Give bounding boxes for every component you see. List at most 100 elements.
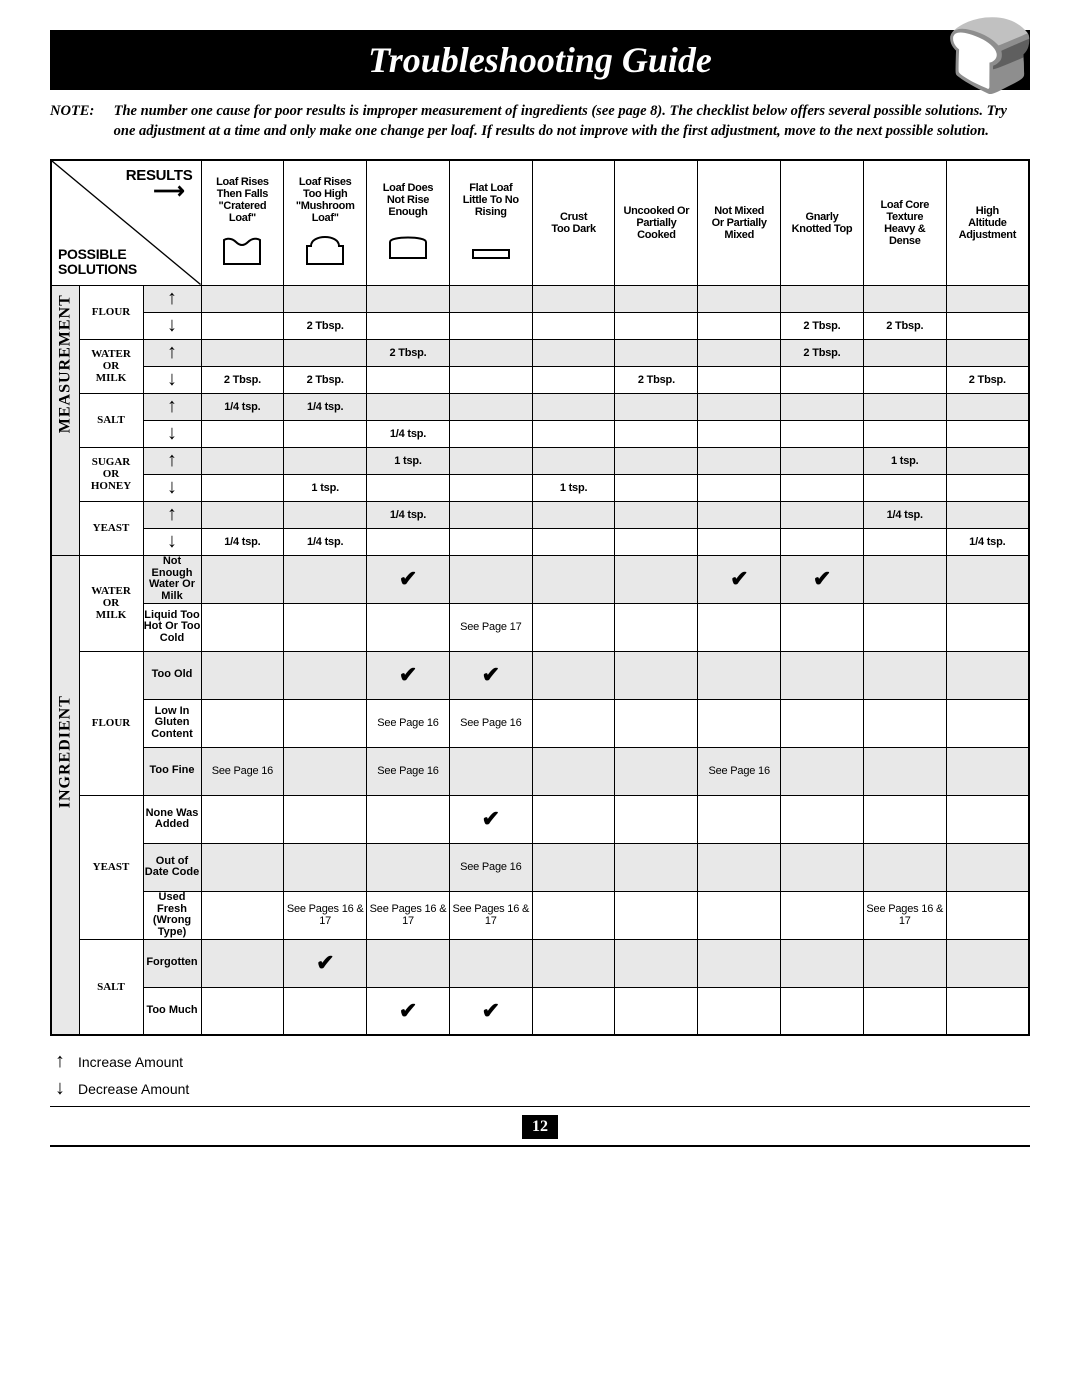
- data-cell: [615, 699, 698, 747]
- data-cell: [532, 747, 615, 795]
- arrow-down-icon: ↓: [167, 368, 177, 390]
- data-cell: [863, 987, 946, 1035]
- data-cell: [946, 747, 1029, 795]
- data-cell: [201, 447, 284, 474]
- data-cell: [449, 312, 532, 339]
- direction-cell: ↑: [143, 393, 201, 420]
- data-cell: [284, 603, 367, 651]
- table-row: ↓1/4 tsp.1/4 tsp.1/4 tsp.: [51, 528, 1029, 555]
- page-title: Troubleshooting Guide: [368, 39, 712, 81]
- page-ref: See Page 16: [367, 765, 449, 777]
- data-cell: [946, 603, 1029, 651]
- data-cell: [863, 939, 946, 987]
- data-cell: [367, 528, 450, 555]
- data-cell: [284, 447, 367, 474]
- data-cell: [781, 699, 864, 747]
- data-cell: 1/4 tsp.: [284, 528, 367, 555]
- data-cell: ✔: [781, 555, 864, 603]
- arrow-down-icon: ↓: [50, 1077, 70, 1100]
- data-cell: [946, 285, 1029, 312]
- table-row: Too Much✔✔: [51, 987, 1029, 1035]
- solutions-label: POSSIBLE SOLUTIONS: [58, 247, 137, 276]
- data-cell: [201, 699, 284, 747]
- direction-cell: ↓: [143, 366, 201, 393]
- table-row: SALT↑1/4 tsp.1/4 tsp.: [51, 393, 1029, 420]
- data-cell: [863, 603, 946, 651]
- legend-increase: ↑Increase Amount: [50, 1050, 1030, 1073]
- data-cell: [946, 474, 1029, 501]
- data-cell: [532, 447, 615, 474]
- page-ref: See Page 17: [450, 621, 532, 633]
- corner-header: RESULTS ⟶ POSSIBLE SOLUTIONS: [51, 160, 201, 285]
- check-icon: ✔: [399, 566, 417, 591]
- direction-cell: ↑: [143, 339, 201, 366]
- data-cell: 1/4 tsp.: [946, 528, 1029, 555]
- page-ref: See Page 16: [698, 765, 780, 777]
- data-cell: [946, 339, 1029, 366]
- data-cell: [532, 420, 615, 447]
- table-row: SUGARORHONEY↑1 tsp.1 tsp.: [51, 447, 1029, 474]
- ingredient-label: YEAST: [79, 501, 143, 555]
- data-cell: [532, 501, 615, 528]
- arrow-down-icon: ↓: [167, 422, 177, 444]
- data-cell: [201, 339, 284, 366]
- col-header-8: Loaf CoreTextureHeavy &Dense: [863, 160, 946, 285]
- data-cell: [201, 285, 284, 312]
- loaf-icon-short: [386, 222, 430, 262]
- direction-cell: ↑: [143, 501, 201, 528]
- data-cell: [201, 474, 284, 501]
- data-cell: [698, 891, 781, 939]
- data-cell: [449, 555, 532, 603]
- data-cell: [449, 393, 532, 420]
- table-row: ↓2 Tbsp.2 Tbsp.2 Tbsp.2 Tbsp.: [51, 366, 1029, 393]
- arrow-up-icon: ↑: [167, 341, 177, 363]
- data-cell: [698, 285, 781, 312]
- data-cell: [946, 699, 1029, 747]
- page-number: 12: [522, 1115, 558, 1139]
- col-header-6: Not MixedOr PartiallyMixed: [698, 160, 781, 285]
- data-cell: [532, 939, 615, 987]
- data-cell: See Pages 16 & 17: [284, 891, 367, 939]
- data-cell: ✔: [449, 651, 532, 699]
- data-cell: [946, 393, 1029, 420]
- data-cell: [532, 891, 615, 939]
- condition-cell: Forgotten: [143, 939, 201, 987]
- col-header-7: GnarlyKnotted Top: [781, 160, 864, 285]
- legend-dec-text: Decrease Amount: [78, 1081, 189, 1097]
- data-cell: [201, 939, 284, 987]
- data-cell: [449, 285, 532, 312]
- data-cell: [863, 366, 946, 393]
- data-cell: [698, 651, 781, 699]
- data-cell: [532, 339, 615, 366]
- data-cell: [863, 339, 946, 366]
- page-ref: See Pages 16 & 17: [367, 903, 449, 927]
- condition-cell: Too Much: [143, 987, 201, 1035]
- check-icon: ✔: [399, 998, 417, 1023]
- arrow-down-icon: ↓: [167, 476, 177, 498]
- data-cell: [284, 501, 367, 528]
- data-cell: See Page 16: [698, 747, 781, 795]
- data-cell: [367, 795, 450, 843]
- data-cell: [946, 420, 1029, 447]
- ingredient-label: SALT: [79, 393, 143, 447]
- data-cell: [615, 987, 698, 1035]
- check-icon: ✔: [730, 566, 748, 591]
- data-cell: [201, 555, 284, 603]
- data-cell: [781, 474, 864, 501]
- data-cell: ✔: [367, 987, 450, 1035]
- data-cell: [284, 651, 367, 699]
- data-cell: ✔: [367, 555, 450, 603]
- data-cell: [698, 699, 781, 747]
- data-cell: 2 Tbsp.: [284, 366, 367, 393]
- data-cell: [532, 528, 615, 555]
- direction-cell: ↑: [143, 447, 201, 474]
- data-cell: [698, 393, 781, 420]
- arrow-up-icon: ↑: [167, 287, 177, 309]
- data-cell: [615, 651, 698, 699]
- data-cell: [532, 555, 615, 603]
- condition-cell: Low In Gluten Content: [143, 699, 201, 747]
- data-cell: [284, 339, 367, 366]
- data-cell: [615, 339, 698, 366]
- data-cell: [863, 843, 946, 891]
- ingredient-label: WATERORMILK: [79, 339, 143, 393]
